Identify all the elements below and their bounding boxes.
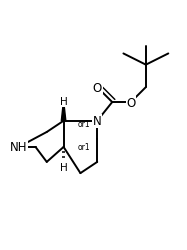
Text: H: H	[60, 162, 68, 172]
Text: H: H	[60, 97, 68, 107]
Text: NH: NH	[10, 141, 27, 154]
Text: or1: or1	[78, 142, 90, 151]
Text: O: O	[126, 96, 136, 109]
Text: O: O	[93, 81, 102, 94]
Text: or1: or1	[78, 120, 90, 128]
Text: N: N	[93, 115, 102, 128]
Polygon shape	[61, 101, 66, 121]
